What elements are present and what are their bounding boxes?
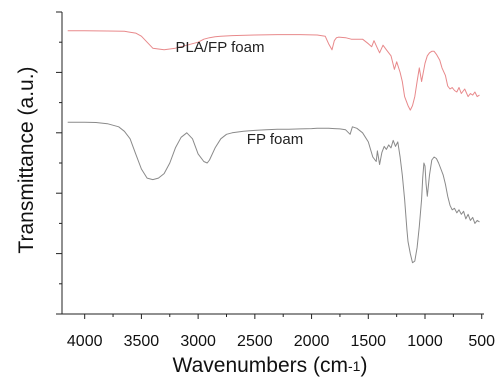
y-axis-title: Transmittance (a.u.) bbox=[15, 66, 38, 253]
series-line-1 bbox=[67, 121, 480, 264]
x-tick-label: 3000 bbox=[180, 333, 216, 350]
x-axis-ticks bbox=[84, 314, 483, 319]
series-layer bbox=[67, 30, 480, 264]
x-tick-label: 1500 bbox=[350, 333, 386, 350]
x-tick-label: 500 bbox=[468, 333, 495, 350]
y-axis-ticks bbox=[56, 11, 62, 315]
x-axis-title-main: Wavenumbers (cm bbox=[173, 354, 348, 377]
series-line-0 bbox=[67, 30, 480, 111]
x-tick-label: 1000 bbox=[407, 333, 443, 350]
series-label-0: PLA/FP foam bbox=[176, 39, 265, 56]
plot-area: 4000 3500 3000 2500 2000 1500 1000 500 PLA/FP f… bbox=[56, 11, 495, 350]
x-tick-label: 3500 bbox=[124, 333, 160, 350]
x-tick-labels: 4000 3500 3000 2500 2000 1500 1000 500 bbox=[67, 333, 495, 350]
series-labels: PLA/FP foam FP foam bbox=[176, 39, 304, 148]
series-label-1: FP foam bbox=[247, 131, 303, 148]
x-axis-title: Wavenumbers (cm-1) bbox=[173, 354, 368, 377]
x-axis-title-sup: -1 bbox=[348, 358, 361, 374]
x-tick-label: 2000 bbox=[294, 333, 330, 350]
x-tick-label: 4000 bbox=[67, 333, 103, 350]
x-tick-label: 2500 bbox=[237, 333, 273, 350]
x-axis-title-close: ) bbox=[360, 354, 367, 377]
